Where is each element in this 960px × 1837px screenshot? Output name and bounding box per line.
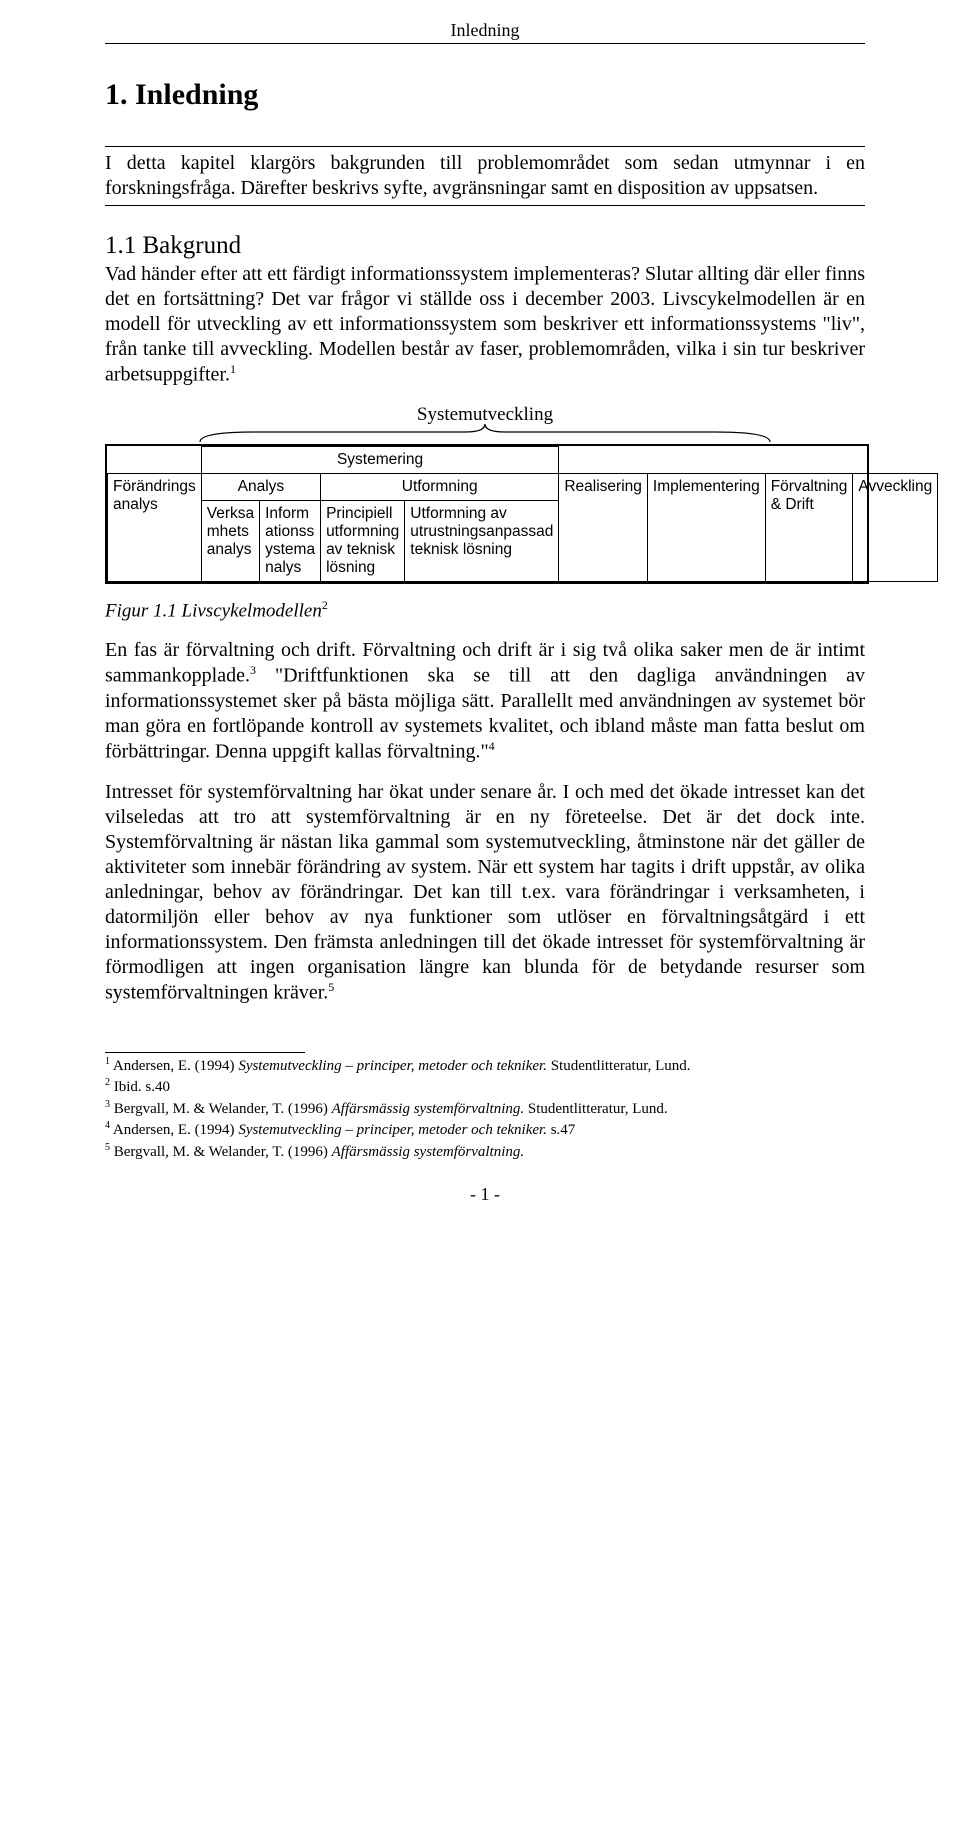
figure-caption-text: Figur 1.1 Livscykelmodellen — [105, 600, 322, 621]
footnote-4: 4 Andersen, E. (1994) Systemutveckling –… — [105, 1119, 865, 1141]
page: Inledning 1. Inledning I detta kapitel k… — [0, 0, 960, 1235]
page-title: 1. Inledning — [105, 78, 865, 112]
footnote-5: 5 Bergvall, M. & Welander, T. (1996) Aff… — [105, 1141, 865, 1163]
footnote-2: 2 Ibid. s.40 — [105, 1076, 865, 1098]
figure-caption: Figur 1.1 Livscykelmodellen2 — [105, 598, 865, 622]
lifecycle-table: Systemering Förändrings analys Analys Ut… — [107, 446, 938, 582]
cell-empty — [853, 446, 938, 473]
body-para-3: Intresset för systemförvaltning har ökat… — [105, 780, 865, 1006]
footnote-pre: Ibid. s.40 — [110, 1079, 170, 1095]
footnote-pre: Bergvall, M. & Welander, T. (1996) — [110, 1101, 332, 1117]
footnote-ital: Affärsmässig systemförvaltning. — [332, 1144, 525, 1160]
cell-empty — [765, 446, 853, 473]
footnote-pre: Andersen, E. (1994) — [110, 1058, 238, 1074]
cell-implementering: Implementering — [647, 473, 765, 581]
cell-analys: Analys — [201, 473, 320, 500]
cell-verksa: Verksa mhets analys — [201, 500, 259, 581]
footnote-ref-1: 1 — [230, 362, 236, 376]
intro-rule-bottom — [105, 205, 865, 206]
cell-inform: Inform ationss ystema nalys — [260, 500, 321, 581]
body-para-1-text: Vad händer efter att ett färdigt informa… — [105, 263, 865, 386]
footnote-post: s.47 — [547, 1122, 575, 1138]
footnote-ital: Systemutveckling – principer, metoder oc… — [238, 1122, 547, 1138]
footnote-pre: Andersen, E. (1994) — [110, 1122, 238, 1138]
intro-rule-top — [105, 146, 865, 147]
header-rule — [105, 43, 865, 44]
body-para-3-text: Intresset för systemförvaltning har ökat… — [105, 781, 865, 1004]
footnote-ref-4: 4 — [489, 739, 495, 753]
footnote-rule — [105, 1052, 305, 1053]
footnote-post: Studentlitteratur, Lund. — [524, 1101, 668, 1117]
body-para-1: Vad händer efter att ett färdigt informa… — [105, 262, 865, 388]
cell-empty — [559, 446, 648, 473]
footnote-post: Studentlitteratur, Lund. — [547, 1058, 691, 1074]
footnotes: 1 Andersen, E. (1994) Systemutveckling –… — [105, 1055, 865, 1163]
brace-label-wrap: Systemutveckling — [105, 404, 865, 444]
curly-brace-icon — [195, 422, 775, 444]
cell-avveckling: Avveckling — [853, 473, 938, 581]
page-number: - 1 - — [105, 1184, 865, 1205]
lifecycle-diagram: Systemering Förändrings analys Analys Ut… — [105, 444, 869, 584]
table-row: Förändrings analys Analys Utformning Rea… — [108, 473, 938, 500]
cell-realisering: Realisering — [559, 473, 648, 581]
footnote-3: 3 Bergvall, M. & Welander, T. (1996) Aff… — [105, 1098, 865, 1120]
body-para-2: En fas är förvaltning och drift. Förvalt… — [105, 638, 865, 764]
section-heading: 1.1 Bakgrund — [105, 232, 865, 260]
cell-empty — [108, 446, 202, 473]
footnote-ref-5: 5 — [328, 980, 334, 994]
cell-utform2: Utformning av utrustningsanpassad teknis… — [405, 500, 559, 581]
footnote-pre: Bergvall, M. & Welander, T. (1996) — [110, 1144, 332, 1160]
footnote-ref-2: 2 — [322, 598, 328, 612]
table-row: Systemering — [108, 446, 938, 473]
footnote-1: 1 Andersen, E. (1994) Systemutveckling –… — [105, 1055, 865, 1077]
running-head: Inledning — [105, 20, 865, 41]
cell-utformning: Utformning — [321, 473, 559, 500]
footnote-ital: Systemutveckling – principer, metoder oc… — [238, 1058, 547, 1074]
cell-forvaltning: Förvaltning & Drift — [765, 473, 853, 581]
cell-princip: Principiell utformning av teknisk lösnin… — [321, 500, 405, 581]
cell-systemering: Systemering — [201, 446, 559, 473]
cell-forandrings: Förändrings analys — [108, 473, 202, 581]
intro-paragraph: I detta kapitel klargörs bakgrunden till… — [105, 151, 865, 201]
cell-empty — [647, 446, 765, 473]
footnote-ital: Affärsmässig systemförvaltning. — [332, 1101, 525, 1117]
